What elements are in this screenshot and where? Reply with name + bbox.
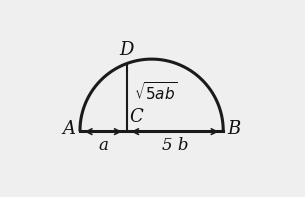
Text: $\sqrt{5ab}$: $\sqrt{5ab}$: [134, 81, 178, 103]
Text: a: a: [98, 138, 108, 154]
Text: 5 b: 5 b: [162, 138, 188, 154]
Text: A: A: [63, 120, 76, 138]
Text: C: C: [129, 108, 143, 126]
Text: D: D: [119, 41, 134, 59]
Text: B: B: [228, 120, 241, 138]
